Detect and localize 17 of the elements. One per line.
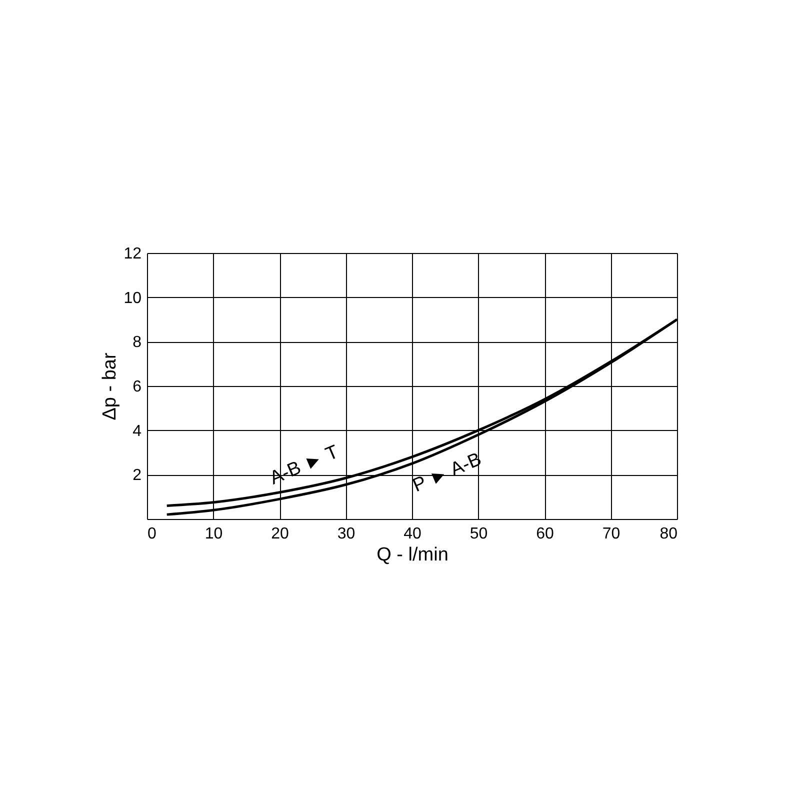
x-axis-title: Q - l/min	[376, 544, 448, 566]
y-tick-label: 6	[132, 378, 142, 396]
x-tick-label: 60	[536, 526, 554, 542]
y-tick-label: 12	[124, 246, 142, 262]
x-tick-label: 10	[204, 526, 223, 542]
x-tick-label: 0	[148, 526, 156, 542]
y-tick-label: 10	[124, 290, 142, 307]
x-tick-label: 70	[602, 526, 620, 542]
y-tick-label: 2	[132, 467, 142, 484]
y-tick-label: 8	[132, 334, 142, 352]
x-tick-label: 20	[271, 526, 289, 542]
x-tick-label: 30	[337, 526, 356, 542]
y-axis-title: Δp - bar	[100, 352, 121, 420]
x-tick-label: 50	[470, 526, 488, 542]
x-tick-label: 40	[404, 526, 422, 542]
y-tick-label: 4	[132, 422, 142, 440]
x-tick-label: 80	[660, 526, 678, 542]
